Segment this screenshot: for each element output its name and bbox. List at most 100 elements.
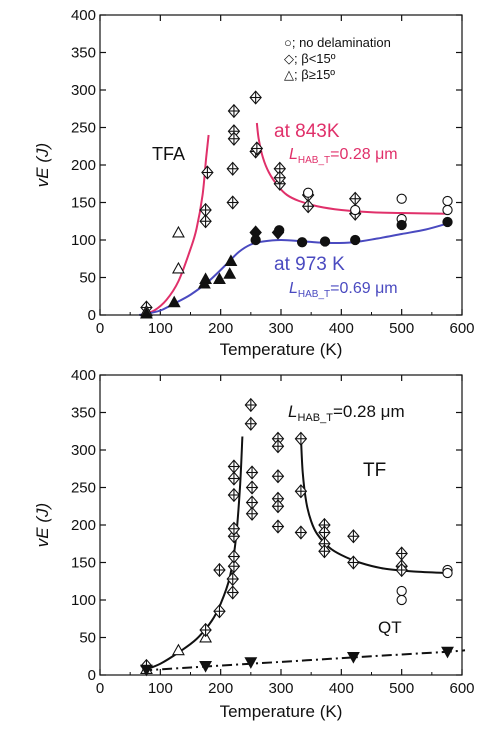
point-circle <box>302 187 314 198</box>
bottom-ticks: 0 100 200 300 400 500 600 0 50 100 150 200 250 300 350… <box>71 367 475 697</box>
point-circle <box>319 236 331 247</box>
point-triangle <box>213 272 226 284</box>
point-circle <box>396 585 407 597</box>
y-tick-label: 100 <box>71 232 96 249</box>
y-tick-label: 350 <box>71 405 96 422</box>
point-circle <box>442 216 453 228</box>
fit-curve-TF <box>144 436 244 671</box>
bottom-plot-frame <box>99 374 463 676</box>
y-tick-label: 200 <box>71 517 96 534</box>
top-data-points <box>140 90 453 319</box>
y-tick-label: 250 <box>71 120 96 137</box>
legend-entry-no-delamination: ○; no delamination <box>284 35 391 50</box>
lhab-973-symbol: L <box>289 280 298 297</box>
x-tick-label: 300 <box>268 320 293 337</box>
annotation-at-843k: at 843K <box>274 121 340 142</box>
y-tick-label: 400 <box>71 367 96 384</box>
top-y-axis-label: vE (J) <box>33 143 52 187</box>
point-circle <box>396 193 407 204</box>
point-triangle <box>167 295 181 308</box>
point-circle <box>442 204 453 216</box>
y-tick-label: 300 <box>71 442 96 459</box>
point-circle <box>296 237 308 248</box>
fit-curve-843K <box>255 122 448 215</box>
y-tick-label: 150 <box>71 555 96 572</box>
point-circle <box>250 234 261 246</box>
y-tick-label: 300 <box>71 82 96 99</box>
x-tick-label: 400 <box>329 680 354 697</box>
point-triangle <box>223 267 237 279</box>
top-legend: ○; no delamination ◇; β<15º △; β≥15º <box>284 35 391 82</box>
y-tick-label: 0 <box>88 307 96 324</box>
point-triangle-down <box>441 646 454 659</box>
x-tick-label: 0 <box>96 680 104 697</box>
point-triangle-down <box>346 652 360 664</box>
x-tick-label: 600 <box>449 320 474 337</box>
fit-curve-843K <box>146 134 210 314</box>
fit-curve-QT <box>142 649 466 672</box>
x-tick-label: 600 <box>449 680 474 697</box>
point-triangle-down <box>199 661 213 673</box>
annotation-lhab-973: LHAB_T=0.69 μm <box>289 280 398 300</box>
x-tick-label: 500 <box>389 680 414 697</box>
annotation-at-973k: at 973 K <box>274 254 345 275</box>
annotation-tf: TF <box>363 460 386 481</box>
point-circle <box>350 204 361 216</box>
point-triangle <box>171 225 185 238</box>
lhab-843-subscript: HAB_T <box>298 155 330 166</box>
bottom-x-axis-label: Temperature (K) <box>220 702 343 721</box>
point-circle <box>442 567 453 579</box>
lhab-843-value: =0.28 μm <box>330 146 397 163</box>
x-tick-label: 500 <box>389 320 414 337</box>
x-tick-label: 300 <box>268 680 293 697</box>
y-tick-label: 150 <box>71 195 96 212</box>
top-ticks: 0 100 200 300 400 500 600 0 50 100 150 200 250 300 350… <box>71 7 475 337</box>
y-tick-label: 350 <box>71 45 96 62</box>
legend-entry-beta-lt-15: ◇; β<15º <box>284 51 336 66</box>
point-circle <box>350 234 361 246</box>
point-triangle <box>171 643 185 656</box>
point-triangle-down <box>244 657 258 669</box>
y-tick-label: 50 <box>79 270 96 287</box>
annotation-qt: QT <box>378 618 402 637</box>
x-tick-label: 400 <box>329 320 354 337</box>
lhab-843-symbol: L <box>289 146 298 163</box>
point-circle <box>442 195 453 207</box>
lhab-973-value: =0.69 μm <box>330 280 397 297</box>
bottom-y-axis-label: vE (J) <box>33 503 52 547</box>
annotation-tfa: TFA <box>152 144 185 164</box>
legend-entry-beta-ge-15: △; β≥15º <box>284 67 335 82</box>
x-tick-label: 100 <box>148 680 173 697</box>
annotation-lhab-843: LHAB_T=0.28 μm <box>289 146 398 166</box>
y-tick-label: 400 <box>71 7 96 24</box>
bottom-data-points <box>140 397 454 677</box>
top-x-axis-label: Temperature (K) <box>220 340 343 359</box>
x-tick-label: 100 <box>148 320 173 337</box>
point-triangle <box>199 272 213 284</box>
lhab-bottom-value: =0.28 μm <box>333 402 405 421</box>
annotation-lhab-bottom: LHAB_T=0.28 μm <box>288 402 405 424</box>
y-tick-label: 0 <box>88 667 96 684</box>
x-tick-label: 200 <box>208 320 233 337</box>
point-circle <box>396 594 407 606</box>
point-triangle <box>171 261 185 274</box>
point-circle <box>396 219 407 231</box>
y-tick-label: 250 <box>71 480 96 497</box>
lhab-973-subscript: HAB_T <box>298 289 330 300</box>
x-tick-label: 0 <box>96 320 104 337</box>
y-tick-label: 50 <box>79 630 96 647</box>
y-tick-label: 200 <box>71 157 96 174</box>
fit-curve-TF <box>299 436 448 574</box>
lhab-bottom-symbol: L <box>288 402 297 421</box>
point-circle <box>274 225 285 236</box>
point-triangle <box>224 254 238 266</box>
bottom-fit-curves <box>142 436 466 672</box>
y-tick-label: 100 <box>71 592 96 609</box>
top-chart: 0 100 200 300 400 500 600 0 50 100 150 200 250 300 350… <box>33 7 475 359</box>
top-plot-frame <box>99 14 463 316</box>
lhab-bottom-subscript: HAB_T <box>297 412 333 424</box>
x-tick-label: 200 <box>208 680 233 697</box>
bottom-chart: 0 100 200 300 400 500 600 0 50 100 150 200 250 300 350… <box>33 367 475 721</box>
point-triangle-down <box>140 664 153 677</box>
